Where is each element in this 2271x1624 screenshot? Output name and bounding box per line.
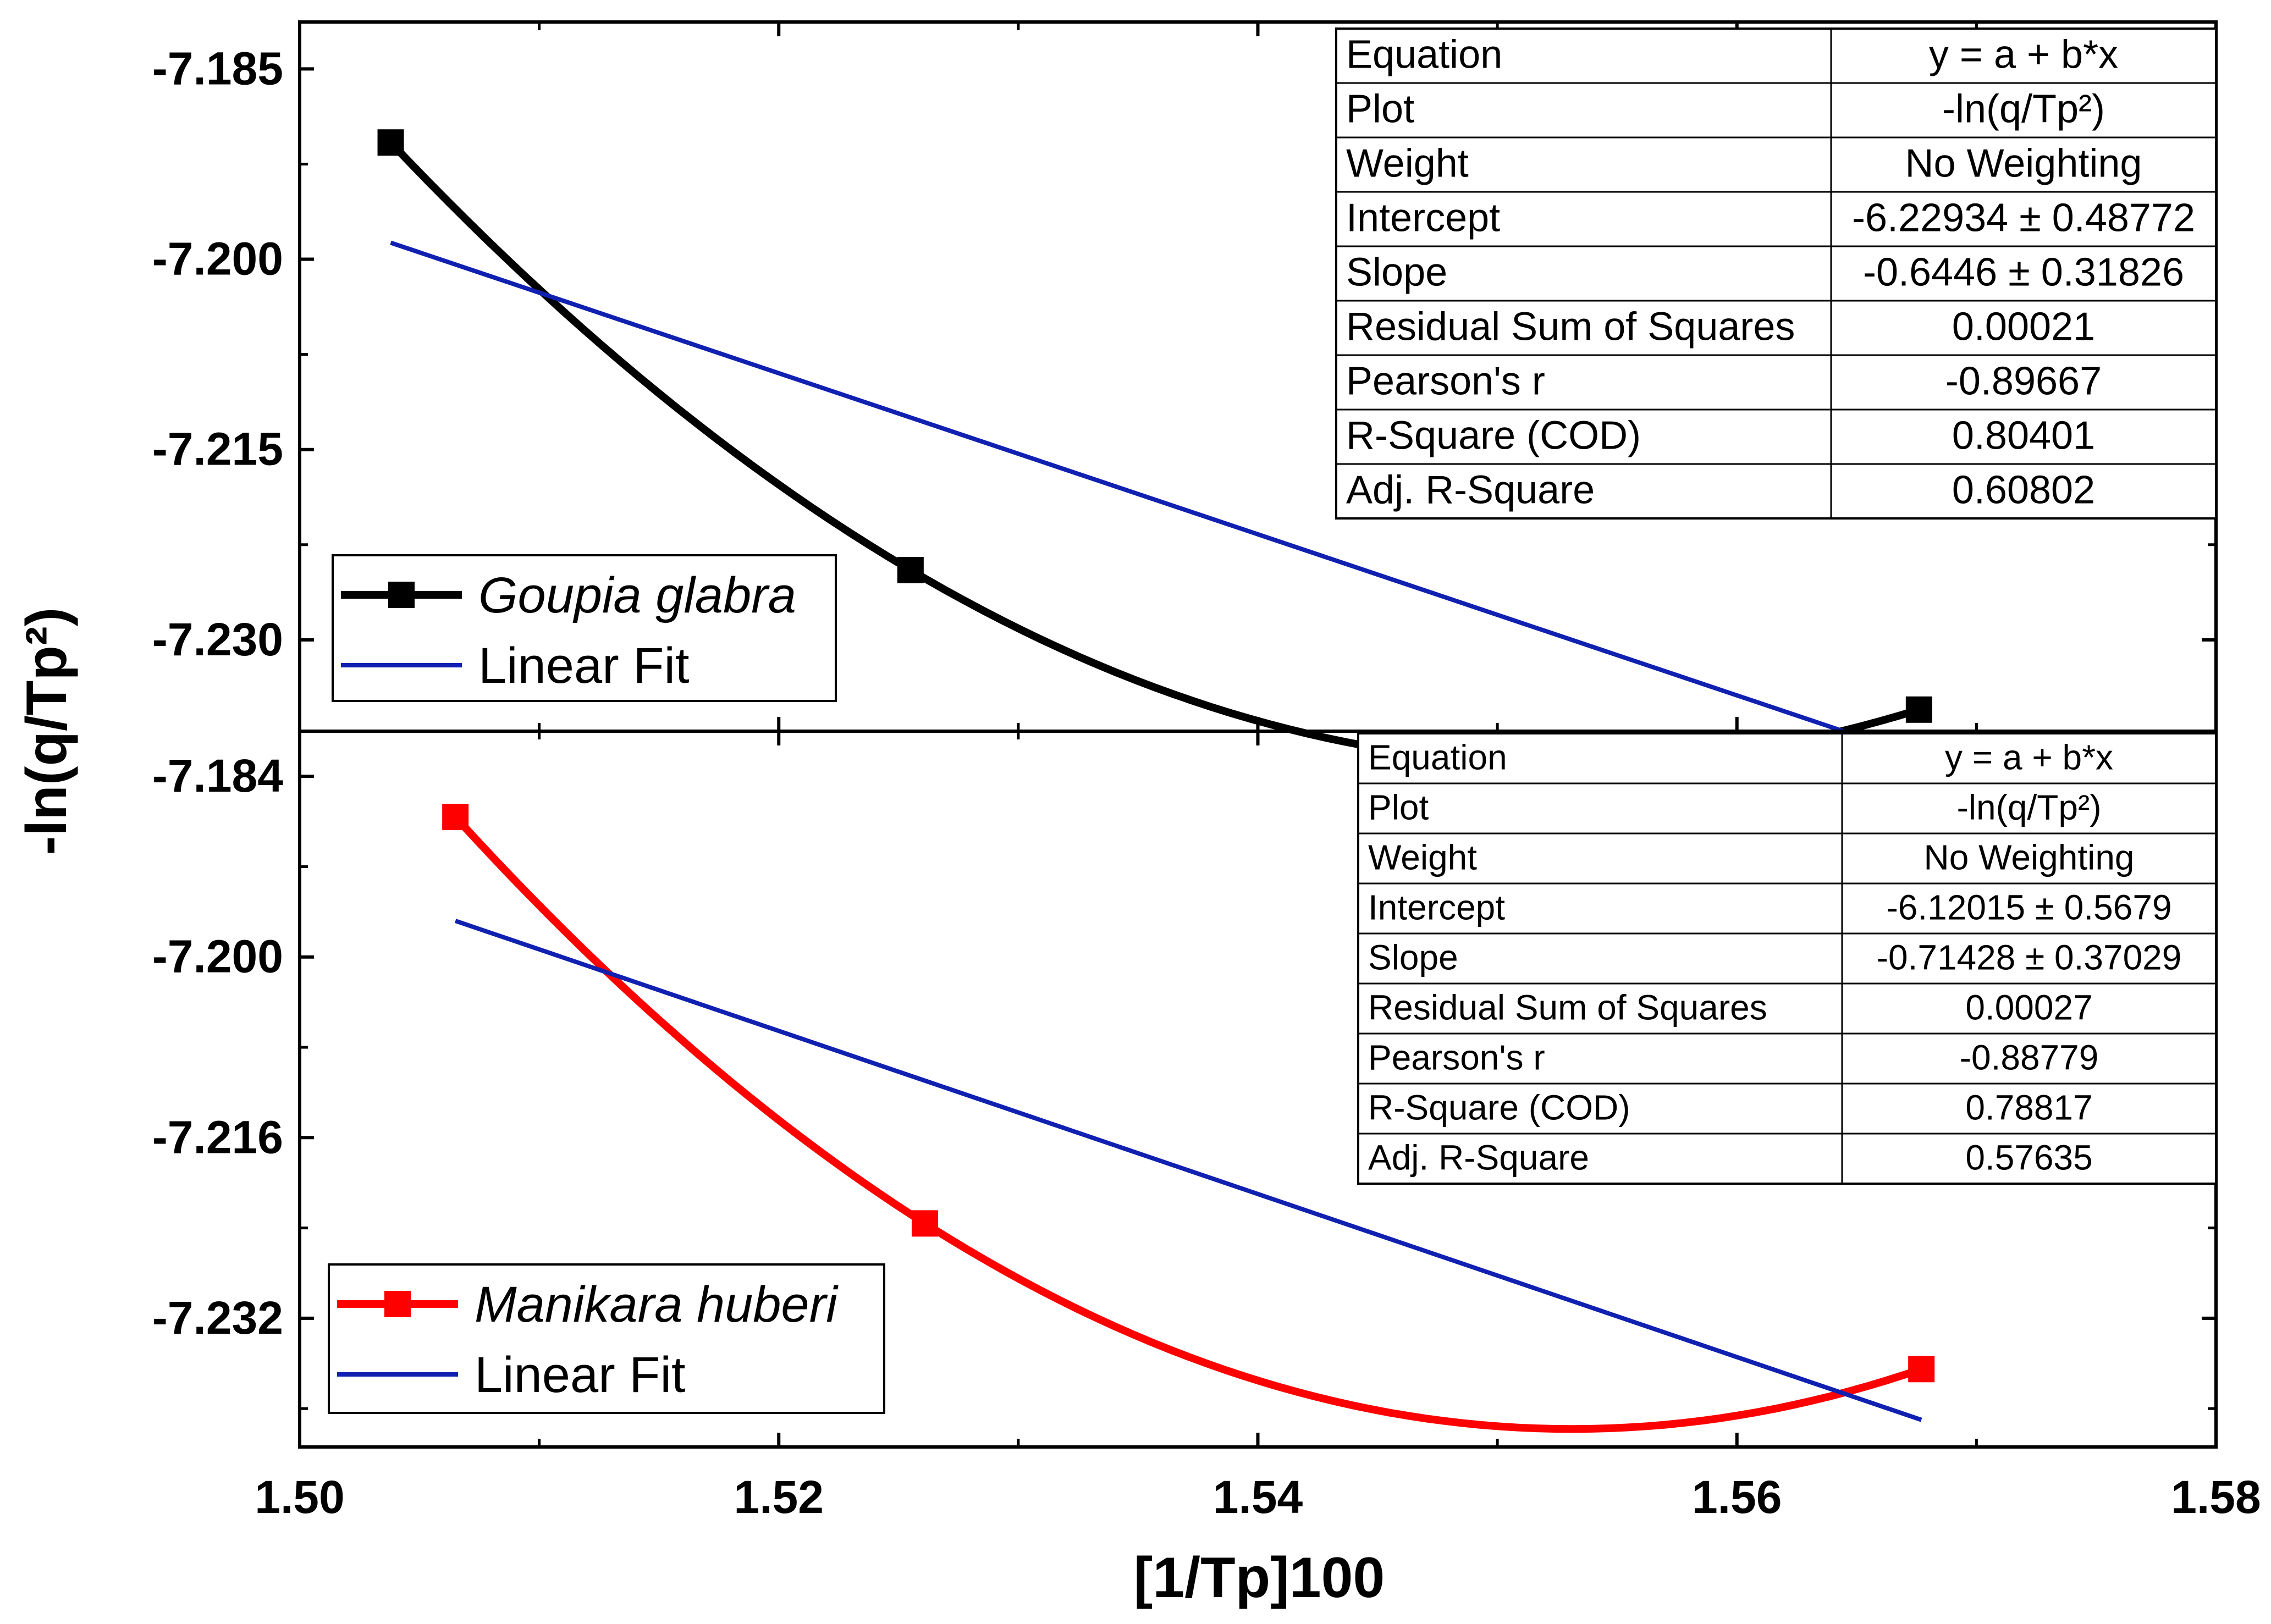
y-tick-label: -7.200 <box>152 233 283 285</box>
data-point <box>897 556 924 583</box>
stats-table-value: 0.57635 <box>1965 1138 2092 1178</box>
stats-table-label: Residual Sum of Squares <box>1346 305 1795 349</box>
stats-table-label: Residual Sum of Squares <box>1368 988 1767 1028</box>
x-axis-title: [1/Tp]100 <box>1134 1546 1385 1610</box>
bottom-panel: -7.184 -7.200 -7.216 -7.232 Equation y = a + … <box>152 730 2218 1449</box>
legend-box <box>328 1263 885 1414</box>
stats-table-label: Plot <box>1346 87 1414 131</box>
stats-table <box>1357 732 2217 1185</box>
stats-table-label: Pearson's r <box>1368 1038 1545 1078</box>
data-point <box>911 1210 938 1237</box>
stats-table-label: Adj. R-Square <box>1368 1138 1589 1178</box>
stats-table-label: Intercept <box>1346 196 1500 240</box>
x-tick-label: 1.54 <box>1213 1471 1303 1523</box>
stats-table-value: y = a + b*x <box>1929 32 2118 76</box>
y-tick-label: -7.200 <box>152 931 283 982</box>
series-line-data <box>453 814 1923 1433</box>
y-axis-title: -ln(q/Tp²) <box>15 607 79 855</box>
x-tick-label: 1.52 <box>734 1471 824 1523</box>
legend-box <box>332 554 837 702</box>
x-tick-label: 1.56 <box>1692 1471 1782 1523</box>
legend-label: Linear Fit <box>475 1347 686 1403</box>
data-point <box>1905 696 1932 723</box>
stats-table-label: Weight <box>1346 141 1469 185</box>
x-tick-label: 1.50 <box>255 1471 345 1523</box>
y-tick-label: -7.230 <box>152 614 283 665</box>
stats-table-value: No Weighting <box>1905 141 2142 185</box>
stats-table-value: 0.60802 <box>1952 468 2095 512</box>
top-panel: -7.185 -7.200 -7.215 -7.230 Equation y = a + … <box>152 20 2218 769</box>
stats-table-label: Plot <box>1368 788 1429 827</box>
stats-table-label: Equation <box>1368 738 1507 777</box>
data-point <box>1908 1356 1935 1383</box>
legend-marker <box>388 582 415 608</box>
stats-table-value: y = a + b*x <box>1945 738 2113 777</box>
stats-table-label: Intercept <box>1368 888 1505 927</box>
stats-table <box>1335 27 2217 520</box>
legend-label: Manikara huberi <box>475 1277 839 1333</box>
stats-table-value: 0.00027 <box>1965 988 2092 1028</box>
stats-table-value: -0.6446 ± 0.31826 <box>1863 250 2184 294</box>
stats-table-label: Weight <box>1368 838 1477 877</box>
series-line-linear-fit <box>454 919 1922 1422</box>
stats-table-label: Slope <box>1368 938 1458 977</box>
stats-table-label: Adj. R-Square <box>1346 468 1595 512</box>
stats-table-value: -0.89667 <box>1945 359 2102 403</box>
y-tick-label: -7.232 <box>152 1292 283 1344</box>
stats-table-value: 0.80401 <box>1952 413 2095 457</box>
y-tick-label: -7.215 <box>152 423 283 475</box>
stats-table-value: 0.00021 <box>1952 305 2095 349</box>
stats-table-label: Slope <box>1346 250 1447 294</box>
stats-table-value: 0.78817 <box>1965 1088 2092 1128</box>
y-tick-label: -7.216 <box>152 1111 283 1163</box>
y-tick-label: -7.184 <box>152 750 283 802</box>
legend-label: Goupia glabra <box>478 567 796 623</box>
stats-table-label: R-Square (COD) <box>1346 413 1641 457</box>
stats-table-value: -6.12015 ± 0.5679 <box>1886 888 2171 927</box>
stats-table-label: R-Square (COD) <box>1368 1088 1630 1128</box>
stats-table-value: No Weighting <box>1923 838 2134 877</box>
stats-table-value: -ln(q/Tp²) <box>1942 87 2105 131</box>
series-line-linear-fit <box>390 240 1920 759</box>
data-point <box>442 804 469 831</box>
x-tick-label: 1.58 <box>2171 1471 2261 1523</box>
stats-table-label: Equation <box>1346 32 1502 76</box>
y-tick-label: -7.185 <box>152 42 283 94</box>
legend-label: Linear Fit <box>478 638 690 694</box>
stats-table-value: -0.71428 ± 0.37029 <box>1877 938 2182 977</box>
stats-table-value: -0.88779 <box>1960 1038 2099 1078</box>
stats-table-value: -ln(q/Tp²) <box>1956 788 2101 827</box>
stats-table-value: -6.22934 ± 0.48772 <box>1852 196 2195 240</box>
stats-table-label: Pearson's r <box>1346 359 1545 403</box>
data-point <box>377 129 404 156</box>
x-axis: 1.50 1.52 1.54 1.56 1.58 <box>255 1471 2261 1523</box>
legend-marker <box>384 1291 411 1317</box>
